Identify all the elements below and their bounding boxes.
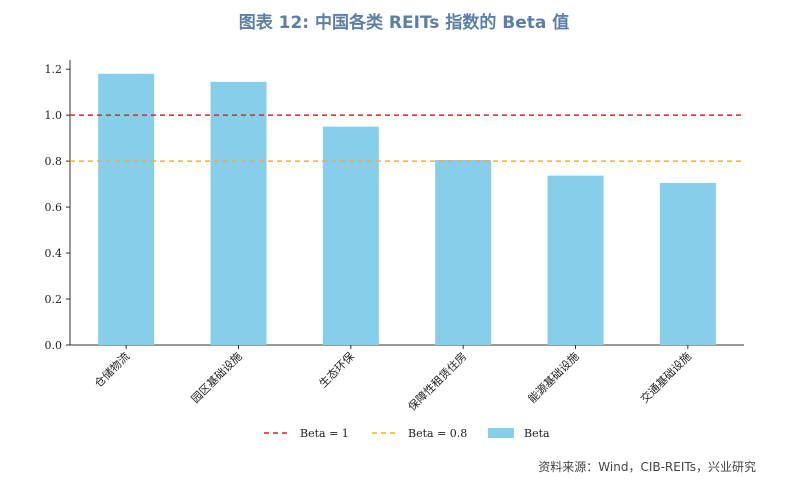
reference-lines — [70, 114, 744, 162]
bar — [98, 73, 155, 346]
bar — [210, 81, 267, 345]
y-tick-label: 0.0 — [45, 339, 63, 352]
bar — [435, 159, 492, 345]
x-tick-label: 能源基础设施 — [525, 349, 582, 406]
y-tick-label: 1.0 — [45, 109, 63, 122]
x-tick-label: 交通基础设施 — [637, 349, 694, 406]
x-axis-labels: 仓储物流 园区基础设施 生态环保 保障性租赁住房 能源基础设施 交通基础设施 — [91, 345, 694, 414]
chart-title: 图表 12: 中国各类 REITs 指数的 Beta 值 — [238, 13, 570, 33]
y-tick-label: 0.2 — [45, 293, 63, 306]
y-tick-label: 0.6 — [45, 201, 63, 214]
legend-swatch — [488, 428, 514, 438]
y-tick-label: 1.2 — [45, 63, 63, 76]
legend-label: Beta = 1 — [300, 427, 349, 440]
source-note: 资料来源：Wind，CIB-REITs，兴业研究 — [538, 460, 756, 474]
bar — [322, 126, 379, 345]
legend: Beta = 1 Beta = 0.8 Beta — [264, 427, 550, 440]
x-tick-label: 园区基础设施 — [189, 350, 245, 406]
y-tick-label: 0.4 — [45, 247, 63, 260]
x-tick-label: 生态环保 — [316, 349, 357, 390]
legend-label: Beta — [524, 427, 550, 440]
y-tick-label: 0.8 — [45, 155, 63, 168]
chart-axes — [69, 60, 744, 346]
legend-label: Beta = 0.8 — [408, 427, 467, 440]
bar — [659, 182, 716, 345]
bars — [98, 73, 716, 346]
bar — [547, 175, 604, 345]
y-axis-ticks: 0.0 0.2 0.4 0.6 0.8 1.0 1.2 — [45, 63, 70, 352]
x-tick-label: 仓储物流 — [91, 349, 132, 390]
x-tick-label: 保障性租赁住房 — [405, 349, 469, 413]
